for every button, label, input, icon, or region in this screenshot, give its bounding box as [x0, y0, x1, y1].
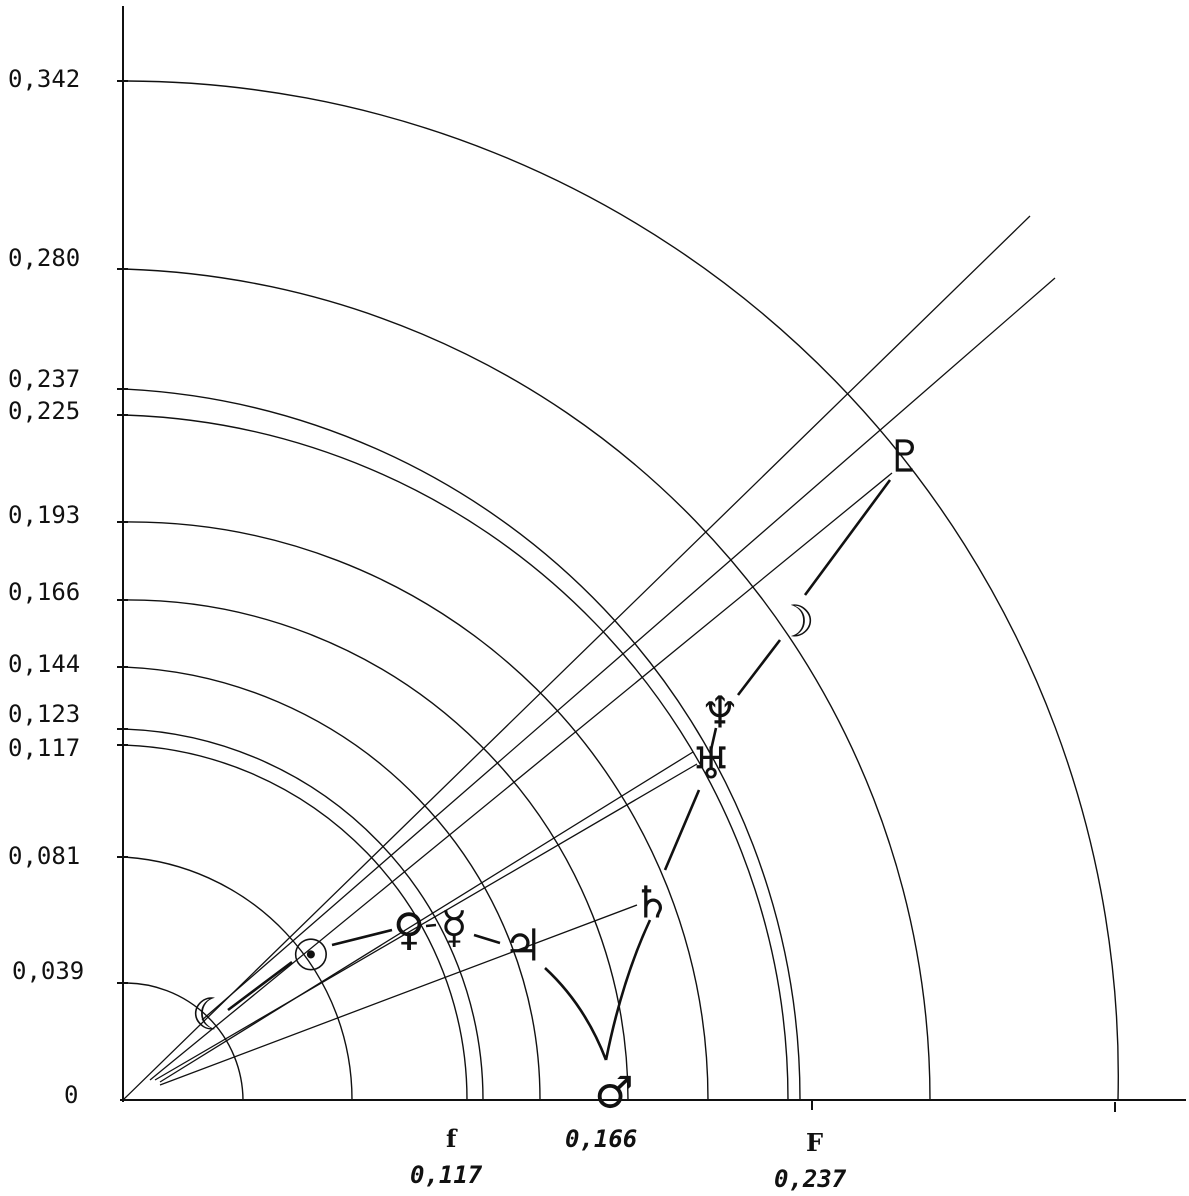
arc-group [122, 80, 1119, 1101]
uranus-icon: ♅ [691, 739, 730, 790]
x-label-f-letter: f [446, 1124, 458, 1153]
ray-group [122, 215, 1056, 1101]
link-mars-saturn [604, 919, 652, 1061]
link-moondark-pluto [803, 479, 892, 596]
mercury-icon: ☿ [440, 903, 467, 954]
ray-3 [149, 472, 893, 1081]
arc-0039 [122, 982, 244, 1101]
ray-2 [201, 277, 1056, 1021]
y-label-0144: 0,144 [8, 650, 80, 678]
saturn-icon: ♄ [632, 878, 671, 929]
pluto-icon: ♇ [885, 432, 924, 483]
link-sun-venus [331, 928, 393, 947]
arc-0081 [122, 856, 353, 1101]
ray-6 [159, 904, 638, 1086]
ray-1 [122, 215, 1031, 1101]
arc-0280 [122, 268, 931, 1101]
y-label-0039: 0,039 [12, 957, 84, 985]
moon-dark-icon: ☽ [775, 597, 814, 648]
link-mercury-jupiter [473, 933, 501, 945]
neptune-icon: ♆ [700, 688, 739, 739]
mars-icon: ♂ [594, 1068, 633, 1119]
link-neptune-moondark [736, 639, 782, 696]
y-axis-labels: 0,342 0,280 0,237 0,225 0,193 0,166 0,14… [8, 65, 84, 1109]
sun-icon: ☉ [291, 931, 330, 982]
x-label-F-letter: F [806, 1128, 823, 1157]
link-venus-mercury [425, 923, 437, 928]
y-label-0342: 0,342 [8, 65, 80, 93]
y-label-0225: 0,225 [8, 397, 80, 425]
y-label-0166: 0,166 [8, 578, 80, 606]
y-label-0081: 0,081 [8, 842, 80, 870]
arc-0193 [122, 521, 709, 1101]
link-saturn-uranus [663, 789, 701, 871]
arc-0123 [122, 728, 484, 1101]
jupiter-icon: ♃ [503, 921, 542, 972]
y-label-0: 0 [64, 1081, 78, 1109]
x-label-F-value: 0,237 [774, 1165, 847, 1193]
arc-0144 [122, 666, 541, 1101]
ray-4 [154, 763, 698, 1081]
arc-0166 [122, 599, 629, 1101]
y-label-0123: 0,123 [8, 700, 80, 728]
y-ticks [117, 80, 128, 984]
moon-icon: ☾ [191, 990, 230, 1041]
link-moon-sun [227, 960, 293, 1012]
body-symbols: ☾ ☉ ♀ ☿ ♃ ♂ ♄ ♅ ♆ ☽ ♇ [191, 432, 924, 1119]
arc-0225 [122, 414, 789, 1101]
arc-0237 [122, 388, 801, 1101]
y-label-0117: 0,117 [8, 734, 80, 762]
x-axis-labels: f 0,117 0,166 F 0,237 [410, 1124, 847, 1193]
connection-group [227, 479, 892, 1061]
arc-0342 [122, 80, 1119, 1101]
ray-5 [159, 751, 694, 1083]
arc-0117 [122, 744, 468, 1101]
venus-icon: ♀ [393, 905, 425, 956]
link-uranus-neptune [709, 727, 718, 751]
link-jupiter-mars [544, 967, 608, 1061]
x-label-mid-value: 0,166 [565, 1125, 637, 1153]
y-label-0237: 0,237 [8, 365, 80, 393]
x-label-f-value: 0,117 [410, 1161, 483, 1189]
y-label-0280: 0,280 [8, 244, 80, 272]
y-label-0193: 0,193 [8, 501, 80, 529]
